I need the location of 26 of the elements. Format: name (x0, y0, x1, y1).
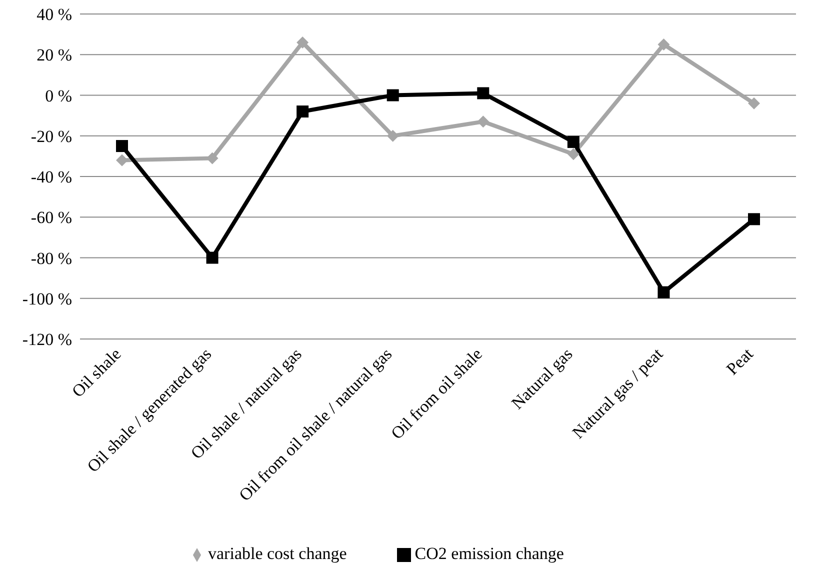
point (206, 252, 218, 264)
point (477, 87, 490, 100)
point (567, 148, 580, 160)
y-tick-label: -40 % (30, 168, 72, 187)
point (386, 89, 399, 102)
y-tick-label: -60 % (30, 208, 72, 228)
point (477, 116, 490, 128)
point (748, 213, 760, 226)
legend-label: CO2 emission change (414, 544, 564, 563)
point (748, 97, 760, 110)
y-tick-label: -80 % (30, 248, 72, 268)
legend-label: variable cost change (208, 544, 347, 563)
point (116, 140, 128, 152)
point (296, 36, 309, 48)
point (658, 38, 670, 50)
y-tick-label: 0 % (45, 86, 72, 106)
point (386, 130, 399, 142)
y-tick-label: -20 % (30, 126, 72, 146)
y-tick-label: 20 % (36, 46, 72, 65)
point (116, 154, 128, 166)
point (567, 136, 580, 148)
point (296, 106, 309, 118)
y-tick-label: -100 % (22, 289, 72, 308)
y-tick-label: 40 % (36, 5, 72, 24)
point (658, 286, 670, 298)
x-tick-label: Peat (722, 344, 758, 379)
